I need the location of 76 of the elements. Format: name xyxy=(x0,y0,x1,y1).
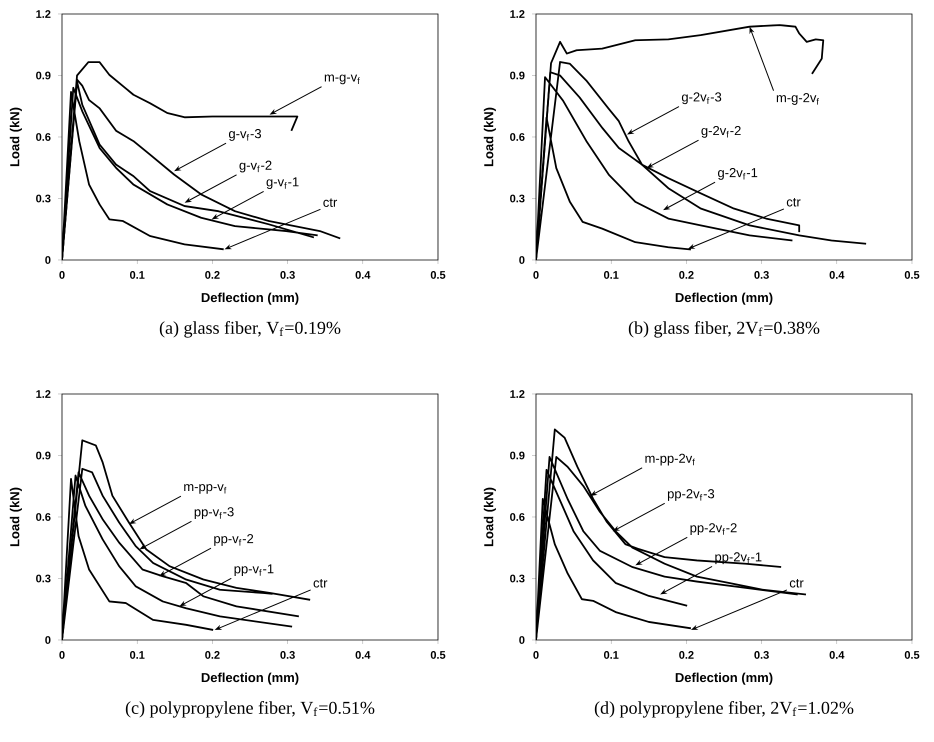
y-tick-label: 0.6 xyxy=(510,513,525,521)
annotation: m-g-v$_{f}$ xyxy=(324,74,360,84)
x-tick-label: 0 xyxy=(59,271,65,279)
x-tick-label: 0.3 xyxy=(280,271,295,279)
x-tick-label: 0.1 xyxy=(130,271,145,279)
annotation: pp-2v$_{f}$-3 xyxy=(668,489,714,501)
annotation: m-pp-v$_{f}$ xyxy=(184,484,226,494)
x-tick-label: 0.2 xyxy=(679,651,694,659)
text: (a) glass fiber, V$_{f}$=0.19% xyxy=(160,321,340,338)
annotation: pp-2v$_{f}$-2 xyxy=(690,523,737,535)
x-tick-label: 0.3 xyxy=(280,651,295,659)
y-tick-label: 0.9 xyxy=(36,72,51,80)
y-tick-label: 1.2 xyxy=(510,10,524,18)
y-tick-label: 0.9 xyxy=(36,452,51,460)
x-tick-label: 0.4 xyxy=(830,651,844,659)
y-tick-label: 0.6 xyxy=(36,513,51,521)
x-tick-label: 0.5 xyxy=(430,651,446,659)
annotation: pp-v$_{f}$-3 xyxy=(194,507,234,519)
annotation: m-pp-2v$_{f}$ xyxy=(645,454,695,466)
annotation: ctr xyxy=(314,579,328,588)
annotation: g-2v$_{f}$-3 xyxy=(682,92,722,104)
annotation: m-g-2v$_{f}$ xyxy=(776,93,819,105)
y-tick-label: 0.3 xyxy=(36,574,51,582)
x-tick-label: 0.4 xyxy=(356,271,370,279)
x-axis-title: Deflection (mm) xyxy=(202,672,298,685)
x-tick-label: 0.3 xyxy=(754,271,769,279)
annotation: g-2v$_{f}$-1 xyxy=(718,168,758,180)
annotation: g-v$_{f}$-2 xyxy=(240,160,272,172)
x-tick-label: 0 xyxy=(533,271,539,279)
annotation: pp-v$_{f}$-2 xyxy=(214,534,254,546)
y-tick-label: 0.9 xyxy=(510,72,525,80)
x-tick-label: 0.5 xyxy=(430,271,446,279)
x-axis-title: Deflection (mm) xyxy=(202,292,298,305)
x-tick-label: 0.3 xyxy=(754,651,769,659)
text: (c) polypropylene fiber, V$_{f}$=0.51% xyxy=(126,701,374,718)
x-tick-label: 0.5 xyxy=(904,651,920,659)
annotation: pp-v$_{f}$-1 xyxy=(234,564,274,576)
y-tick-label: 0.6 xyxy=(510,133,525,141)
x-tick-label: 0.5 xyxy=(904,271,920,279)
x-axis-title: Deflection (mm) xyxy=(676,672,772,685)
x-tick-label: 0.1 xyxy=(604,271,619,279)
x-tick-label: 0 xyxy=(533,651,539,659)
x-tick-label: 0.4 xyxy=(356,651,370,659)
annotation: ctr xyxy=(786,198,801,207)
x-tick-label: 0 xyxy=(59,651,65,659)
y-axis-title: Load (kN) xyxy=(484,108,496,166)
y-tick-label: 0 xyxy=(45,636,50,644)
y-tick-label: 1.2 xyxy=(36,390,50,398)
x-axis-title: Deflection (mm) xyxy=(676,292,772,305)
y-tick-label: 0 xyxy=(45,256,50,264)
text: (b) glass fiber, 2V$_{f}$=0.38% xyxy=(628,321,820,338)
x-tick-label: 0.2 xyxy=(205,651,220,659)
y-tick-label: 0.3 xyxy=(510,194,525,202)
y-axis-title: Load (kN) xyxy=(10,488,22,546)
x-tick-label: 0.4 xyxy=(830,271,844,279)
text: (d) polypropylene fiber, 2V$_{f}$=1.02% xyxy=(594,701,854,718)
y-tick-label: 1.2 xyxy=(36,10,50,18)
y-tick-label: 0 xyxy=(519,256,524,264)
y-axis-title: Load (kN) xyxy=(10,108,22,166)
x-tick-label: 0.1 xyxy=(130,651,145,659)
x-tick-label: 0.1 xyxy=(604,651,619,659)
y-axis-title: Load (kN) xyxy=(484,488,496,546)
annotation: ctr xyxy=(323,198,338,207)
y-tick-label: 0.9 xyxy=(510,452,525,460)
y-tick-label: 1.2 xyxy=(510,390,524,398)
annotation: ctr xyxy=(790,579,804,588)
annotation: g-2v$_{f}$-2 xyxy=(701,126,741,138)
annotation: pp-2v$_{f}$-1 xyxy=(715,552,762,564)
y-tick-label: 0.6 xyxy=(36,133,51,141)
x-tick-label: 0.2 xyxy=(205,271,220,279)
y-tick-label: 0.3 xyxy=(510,574,525,582)
annotation: g-v$_{f}$-3 xyxy=(228,129,262,141)
x-tick-label: 0.2 xyxy=(679,271,694,279)
y-tick-label: 0 xyxy=(519,636,524,644)
annotation: g-v$_{f}$-1 xyxy=(266,177,299,189)
y-tick-label: 0.3 xyxy=(36,194,51,202)
